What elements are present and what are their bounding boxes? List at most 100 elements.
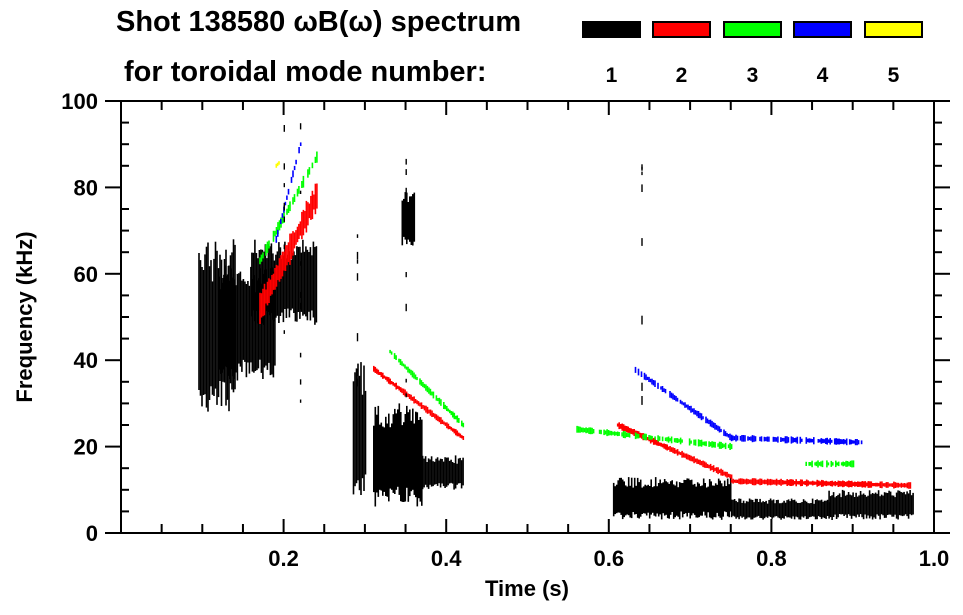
spectral-mark [735, 434, 737, 442]
spectral-mark [687, 404, 689, 410]
spectral-mark [315, 246, 318, 323]
spectral-mark [452, 411, 454, 418]
spectral-mark [419, 402, 421, 407]
spectral-mark [282, 255, 285, 323]
spectral-mark [912, 492, 914, 515]
spectral-mark [682, 452, 685, 458]
spectral-mark [652, 380, 655, 386]
spectral-mark [405, 187, 407, 197]
spectral-mark [685, 453, 688, 460]
spectral-mark [817, 439, 820, 443]
spectral-mark [356, 260, 359, 264]
spectral-mark [847, 492, 850, 515]
spectral-mark [261, 249, 264, 324]
x-tick-label: 1.0 [919, 546, 950, 571]
spectral-mark [413, 372, 415, 379]
spectral-mark [700, 413, 703, 421]
spectral-mark [663, 443, 665, 449]
spectral-mark [299, 142, 302, 146]
spectral-mark [671, 480, 673, 512]
spectral-mark [799, 479, 802, 487]
spectral-mark [744, 503, 746, 520]
spectral-mark [663, 479, 666, 516]
spectral-mark [888, 483, 891, 487]
spectral-mark [813, 481, 815, 485]
spectral-mark [301, 181, 303, 188]
spectral-mark [273, 260, 276, 322]
spectral-mark [412, 194, 414, 246]
spectral-mark [720, 468, 722, 476]
spectral-mark [256, 280, 258, 371]
spectral-mark [780, 437, 782, 442]
spectral-mark [702, 416, 704, 420]
spectral-mark [669, 481, 672, 515]
spectral-mark [612, 431, 614, 435]
spectral-mark [610, 430, 613, 436]
spectral-mark [651, 435, 653, 440]
spectral-mark [705, 462, 707, 468]
spectral-mark [747, 479, 749, 485]
spectral-mark [447, 457, 449, 486]
spectral-mark [893, 481, 895, 489]
spectral-mark [626, 486, 628, 515]
spectral-mark [448, 460, 451, 484]
spectral-mark [675, 449, 677, 454]
spectral-mark [299, 190, 302, 194]
spectral-mark [756, 498, 758, 517]
spectral-mark [432, 461, 434, 487]
spectral-mark [446, 406, 448, 411]
spectral-mark [702, 441, 704, 446]
spectral-mark [308, 167, 311, 175]
spectral-mark [898, 490, 901, 516]
spectral-mark [891, 495, 893, 517]
spectral-mark [456, 415, 459, 423]
spectral-mark [450, 426, 453, 431]
spectral-mark [311, 255, 313, 311]
spectral-mark [717, 467, 719, 475]
spectral-mark [383, 427, 386, 492]
spectral-mark [711, 420, 713, 428]
spectral-mark [775, 478, 778, 486]
spectral-mark [820, 499, 823, 519]
spectral-mark [699, 440, 701, 447]
spectral-mark [765, 437, 767, 442]
spectral-mark [455, 415, 457, 420]
spectral-mark [687, 454, 689, 460]
spectral-mark [260, 254, 263, 262]
spectral-mark [662, 482, 664, 514]
spectral-mark [694, 458, 697, 463]
spectral-mark [795, 437, 797, 443]
spectral-mark [681, 483, 684, 518]
spectral-mark [759, 498, 761, 518]
spectral-mark [742, 478, 745, 485]
spectral-mark [637, 434, 640, 439]
spectral-mark [445, 457, 448, 487]
spectral-mark [796, 436, 799, 444]
spectral-mark [705, 487, 708, 518]
spectral-mark [274, 286, 276, 366]
spectral-mark [726, 478, 729, 517]
spectral-mark [619, 424, 622, 429]
spectral-mark [288, 251, 291, 318]
spectral-mark [405, 229, 407, 236]
spectral-mark [736, 502, 739, 518]
spectral-mark [821, 460, 824, 468]
spectral-mark [687, 478, 690, 513]
spectral-mark [383, 375, 386, 379]
spectral-mark [903, 491, 905, 516]
spectral-mark [278, 220, 281, 231]
spectral-mark [897, 490, 899, 520]
spectral-mark [693, 456, 695, 464]
spectral-mark [277, 229, 279, 237]
spectral-mark [825, 480, 827, 487]
spectral-mark [796, 481, 799, 485]
spectral-mark [625, 432, 628, 438]
spectral-mark [686, 478, 688, 517]
spectral-mark [829, 481, 832, 487]
spectral-mark [680, 482, 682, 512]
series-n-1 [198, 192, 914, 520]
spectral-mark [389, 378, 391, 385]
spectral-mark [299, 379, 302, 385]
spectral-mark [640, 433, 643, 439]
spectral-mark [622, 431, 625, 438]
